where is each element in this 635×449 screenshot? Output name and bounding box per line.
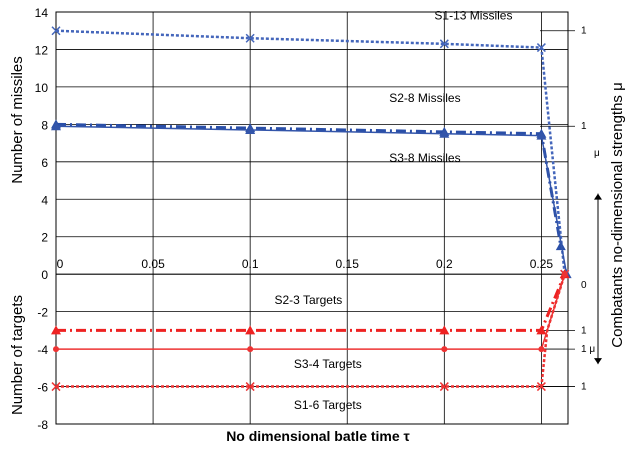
series-annotation: S3-4 Targets (294, 357, 362, 371)
data-point-x (536, 43, 546, 53)
y-tick-label: -8 (37, 418, 48, 432)
data-point-dot (441, 346, 448, 353)
series-annotation: S2-8 Missiles (389, 91, 460, 105)
y-tick-label: -2 (37, 306, 48, 320)
mu-arrow-head-up (594, 193, 602, 200)
data-point-triangle (536, 325, 547, 335)
series-annotation: S2-3 Targets (274, 293, 342, 307)
data-point-x (51, 382, 61, 392)
y-tick-label: 10 (35, 81, 49, 95)
series-annotation: S1-6 Targets (294, 398, 362, 412)
y-tick-label: 0 (41, 268, 48, 282)
right-axis-label: Combatants no-dimensional strengths μ (609, 82, 626, 347)
data-point-triangle (245, 325, 256, 335)
data-point-triangle (439, 128, 450, 138)
y-tick-label: 14 (35, 6, 49, 20)
y-axis-label-targets: Number of targets (9, 295, 26, 415)
reference-label: 1 (581, 121, 587, 132)
right-reference-lines: 1 1 1 1 μ 1 0 μ (540, 26, 602, 393)
y-tick-label: -6 (37, 381, 48, 395)
data-point-dot (247, 346, 254, 353)
data-point-dot (53, 346, 59, 353)
x-tick-label: 0.15 (336, 257, 360, 271)
data-point-triangle (439, 325, 450, 335)
reference-label: 1 (581, 382, 587, 393)
reference-label: 1 μ (581, 344, 595, 355)
data-point-x (439, 382, 449, 392)
x-axis-label: No dimensional batle time τ (226, 428, 410, 444)
data-point-x (245, 33, 255, 43)
reference-label: 1 (581, 325, 587, 336)
x-tick-label: 0.25 (530, 257, 554, 271)
data-point-dot (561, 271, 568, 278)
series-line (55, 29, 566, 275)
series-annotations: S1-13 Missiles S2-8 Missiles S3-8 Missiles… (274, 8, 512, 412)
reference-label: 1 (581, 26, 587, 37)
data-point-triangle (51, 121, 61, 131)
data-point-dot (538, 346, 545, 353)
y-tick-label: 6 (41, 156, 48, 170)
series-annotation: S3-8 Missiles (389, 151, 460, 165)
x-tick-label: 0.1 (242, 257, 259, 271)
data-point-x (245, 382, 255, 392)
y-tick-label: 4 (41, 193, 48, 207)
y-tick-label: -4 (37, 343, 48, 357)
y-axis-label-missiles: Number of missiles (9, 56, 26, 184)
data-point-triangle (51, 325, 61, 335)
x-tick-label: 0.05 (141, 257, 165, 271)
y-tick-label: 2 (41, 231, 48, 245)
series-group (51, 26, 572, 392)
mu-arrow-head-down (594, 358, 602, 365)
series-annotation: S1-13 Missiles (434, 8, 512, 22)
data-point-x (51, 26, 61, 36)
right-zero-label: 0 (581, 280, 587, 291)
y-tick-label: 12 (35, 43, 49, 57)
data-point-x (439, 39, 449, 49)
data-point-triangle (245, 124, 256, 134)
x-tick-label: 0 (57, 257, 64, 271)
mu-label: μ (594, 148, 600, 159)
x-tick-label: 0.2 (436, 257, 453, 271)
data-point-triangle (536, 130, 547, 140)
y-tick-label: 8 (41, 118, 48, 132)
data-point-x (536, 382, 546, 392)
